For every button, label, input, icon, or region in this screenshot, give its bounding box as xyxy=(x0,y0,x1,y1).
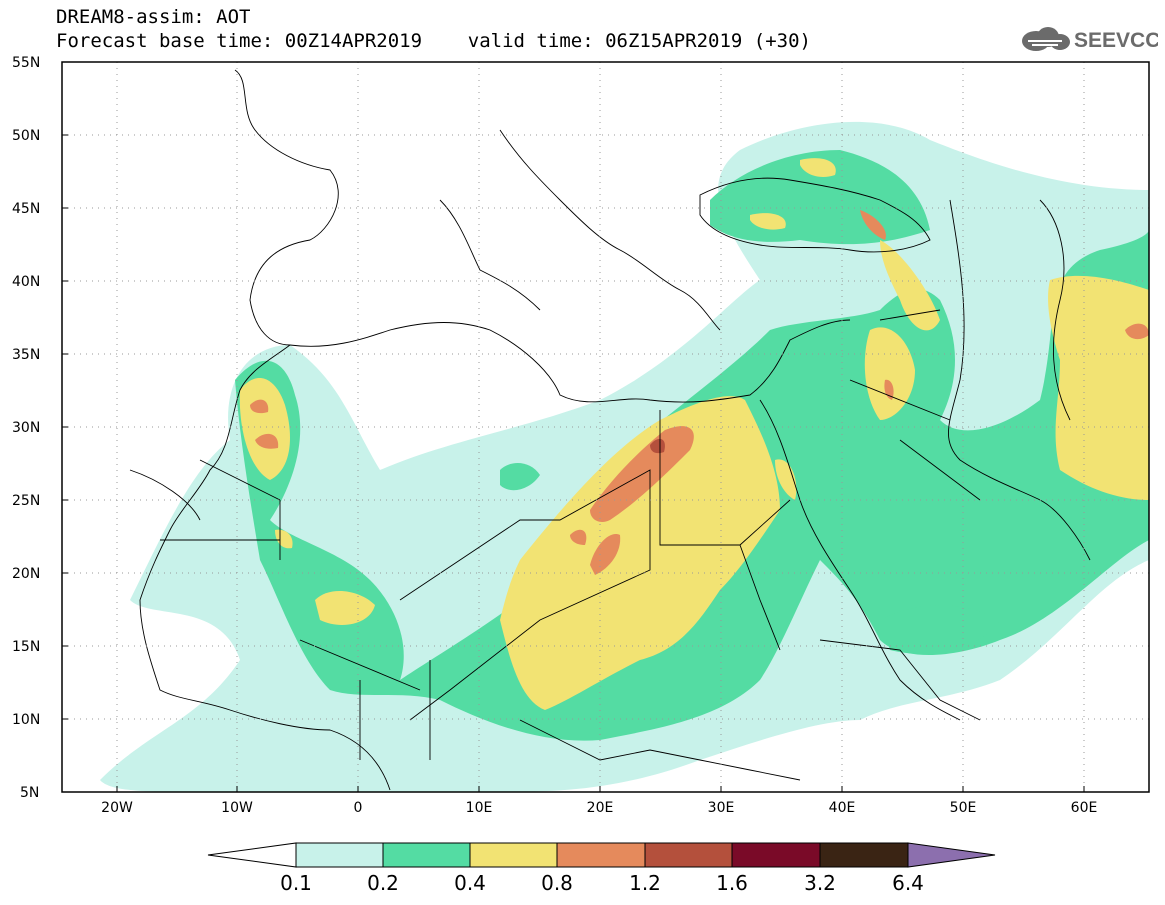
cloud-icon xyxy=(1022,27,1070,51)
lat-label: 15N xyxy=(12,639,40,655)
colorbar-swatch-2 xyxy=(469,842,558,868)
colorbar-label: 0.2 xyxy=(367,871,399,895)
lon-label: 0 xyxy=(354,800,363,816)
aot-level-1.2 xyxy=(650,438,665,454)
lon-label: 30E xyxy=(708,800,735,816)
lat-label: 55N xyxy=(12,55,40,71)
colorbar-label: 6.4 xyxy=(892,871,924,895)
lat-label: 50N xyxy=(12,128,40,144)
lon-label: 40E xyxy=(829,800,856,816)
colorbar-label: 0.4 xyxy=(454,871,486,895)
lat-label: 45N xyxy=(12,201,40,217)
map-title: DREAM8-assim: AOT xyxy=(56,6,251,28)
lat-label: 5N xyxy=(20,785,39,801)
lon-label: 20E xyxy=(587,800,614,816)
lon-label: 10E xyxy=(466,800,493,816)
colorbar-swatch-6 xyxy=(819,842,909,868)
colorbar-swatch-1 xyxy=(382,842,471,868)
colorbar-under-triangle xyxy=(207,842,297,868)
latitude-labels: 5N 10N 15N 20N 25N 30N 35N 40N 45N 50N 5… xyxy=(12,55,40,801)
seevccc-logo: SEEVCCC xyxy=(1018,24,1165,54)
colorbar-label: 0.8 xyxy=(541,871,573,895)
lat-label: 25N xyxy=(12,493,40,509)
lon-label: 10W xyxy=(221,800,253,816)
colorbar-over-triangle xyxy=(907,842,996,868)
colorbar-label: 1.2 xyxy=(629,871,661,895)
colorbar-swatch-4 xyxy=(644,842,733,868)
colorbar-swatch-3 xyxy=(556,842,646,868)
colorbar-label: 0.1 xyxy=(280,871,312,895)
lon-label: 20W xyxy=(101,800,133,816)
lat-label: 20N xyxy=(12,566,40,582)
lat-label: 35N xyxy=(12,347,40,363)
lat-label: 30N xyxy=(12,420,40,436)
colorbar: 0.1 0.2 0.4 0.8 1.2 1.6 3.2 6.4 xyxy=(207,842,996,895)
aot-field xyxy=(100,121,1149,792)
axis-ticks xyxy=(62,61,1085,793)
lon-label: 50E xyxy=(950,800,977,816)
colorbar-swatch-5 xyxy=(731,842,821,868)
aot-level-0.4 xyxy=(239,158,1149,710)
colorbar-label: 1.6 xyxy=(716,871,748,895)
lon-label: 60E xyxy=(1071,800,1098,816)
longitude-labels: 20W 10W 0 10E 20E 30E 40E 50E 60E xyxy=(101,800,1097,816)
colorbar-swatch-0 xyxy=(295,842,384,868)
coastlines-and-borders xyxy=(129,69,1091,791)
lat-label: 10N xyxy=(12,712,40,728)
colorbar-label: 3.2 xyxy=(804,871,836,895)
logo-text: SEEVCCC xyxy=(1074,29,1158,52)
lat-label: 40N xyxy=(12,274,40,290)
forecast-time-subtitle: Forecast base time: 00Z14APR2019 valid t… xyxy=(56,30,811,52)
